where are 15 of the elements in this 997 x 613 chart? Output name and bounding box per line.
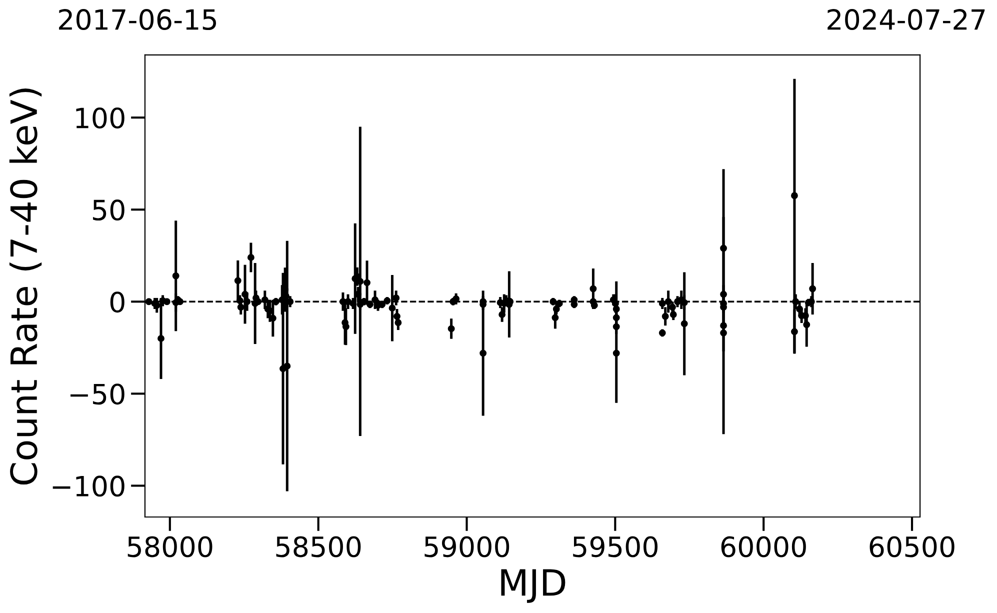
- x-tick-label: 60000: [721, 536, 806, 558]
- text: 2017-06-15: [59, 9, 216, 30]
- x-tick-label: 58500: [276, 536, 361, 558]
- x-tick-label: 59500: [573, 536, 658, 558]
- text: 2024-07-27: [828, 9, 985, 30]
- y-axis-title: Count Rate (7-40 keV): [9, 88, 42, 485]
- x-tick-label: 58000: [128, 536, 212, 558]
- y-tick-label: 100: [76, 108, 124, 129]
- x-tick-label: 60500: [870, 536, 954, 558]
- y-tick-label: 0: [110, 292, 124, 313]
- y-tick-label: 50: [93, 200, 124, 221]
- y-tick-label: −50: [70, 384, 124, 405]
- x-tick-label: 59000: [424, 536, 510, 558]
- x-axis-title: MJD: [501, 569, 566, 603]
- y-tick-label: −100: [52, 476, 124, 497]
